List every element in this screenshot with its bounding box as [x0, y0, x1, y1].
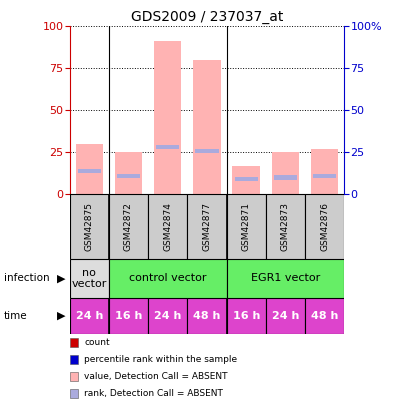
Bar: [115, 152, 142, 194]
Text: EGR1 vector: EGR1 vector: [251, 273, 320, 283]
Bar: [76, 144, 103, 194]
Title: GDS2009 / 237037_at: GDS2009 / 237037_at: [131, 10, 283, 24]
Text: count: count: [84, 338, 110, 347]
Text: GSM42876: GSM42876: [320, 202, 329, 251]
Bar: [148, 298, 187, 334]
Bar: [117, 174, 140, 178]
Text: percentile rank within the sample: percentile rank within the sample: [84, 355, 237, 364]
Text: 24 h: 24 h: [272, 311, 299, 321]
Bar: [109, 298, 148, 334]
Bar: [70, 298, 109, 334]
Text: GSM42875: GSM42875: [85, 202, 94, 251]
Text: GSM42873: GSM42873: [281, 202, 290, 251]
Text: 24 h: 24 h: [76, 311, 103, 321]
Text: time: time: [4, 311, 27, 321]
Bar: [187, 194, 226, 259]
Text: value, Detection Call = ABSENT: value, Detection Call = ABSENT: [84, 372, 228, 381]
Text: 24 h: 24 h: [154, 311, 181, 321]
Text: 16 h: 16 h: [232, 311, 260, 321]
Bar: [234, 177, 258, 181]
Bar: [226, 194, 266, 259]
Bar: [232, 166, 260, 194]
Bar: [274, 175, 297, 180]
Text: GSM42871: GSM42871: [242, 202, 251, 251]
Text: rank, Detection Call = ABSENT: rank, Detection Call = ABSENT: [84, 389, 223, 398]
Text: 48 h: 48 h: [193, 311, 220, 321]
Text: no
vector: no vector: [72, 268, 107, 289]
Text: GSM42874: GSM42874: [163, 202, 172, 251]
Bar: [313, 174, 336, 178]
Text: GSM42872: GSM42872: [124, 202, 133, 251]
Text: control vector: control vector: [129, 273, 207, 283]
Bar: [70, 259, 109, 298]
Bar: [272, 152, 299, 194]
Bar: [109, 259, 226, 298]
Bar: [154, 41, 181, 194]
Bar: [187, 298, 226, 334]
Bar: [305, 298, 344, 334]
Bar: [311, 149, 338, 194]
Bar: [226, 259, 344, 298]
Bar: [266, 298, 305, 334]
Text: infection: infection: [4, 273, 50, 283]
Text: ▶: ▶: [57, 273, 66, 283]
Text: ▶: ▶: [57, 311, 66, 321]
Text: GSM42877: GSM42877: [203, 202, 211, 251]
Bar: [195, 149, 219, 153]
Bar: [226, 298, 266, 334]
Bar: [148, 194, 187, 259]
Bar: [70, 194, 109, 259]
Bar: [109, 194, 148, 259]
Text: 48 h: 48 h: [311, 311, 338, 321]
Bar: [78, 169, 101, 173]
Text: 16 h: 16 h: [115, 311, 142, 321]
Bar: [305, 194, 344, 259]
Bar: [193, 60, 220, 194]
Bar: [266, 194, 305, 259]
Bar: [156, 145, 179, 149]
